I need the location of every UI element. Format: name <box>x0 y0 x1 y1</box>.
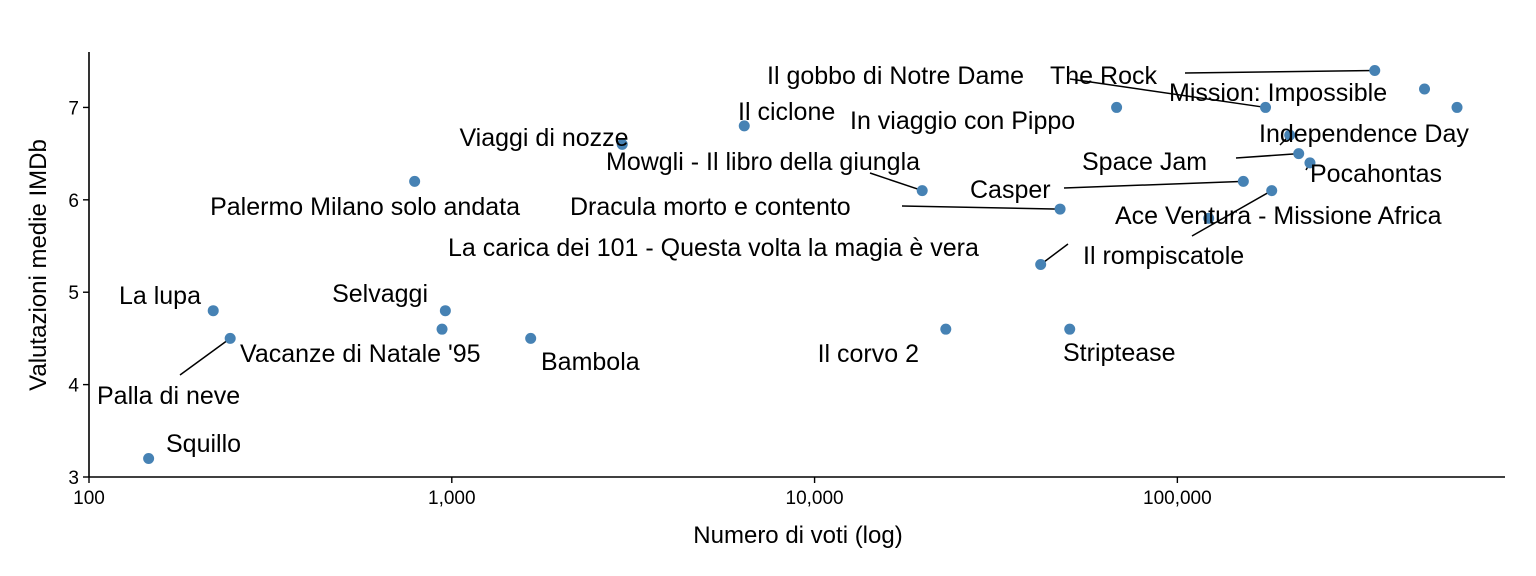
y-axis-title: Valutazioni medie IMDb <box>25 139 52 391</box>
x-tick-label: 1,000 <box>428 488 476 509</box>
data-point <box>207 305 219 317</box>
point-label: Vacanze di Natale '95 <box>240 340 481 368</box>
data-point <box>1451 101 1463 113</box>
data-point <box>439 305 451 317</box>
data-point <box>436 323 448 335</box>
point-label: La carica dei 101 - Questa volta la magi… <box>448 234 979 262</box>
y-tick-label: 3 <box>68 468 79 489</box>
data-point <box>1054 203 1066 215</box>
point-label: Bambola <box>541 348 640 376</box>
point-label: Independence Day <box>1259 120 1469 148</box>
data-point <box>1419 83 1431 95</box>
point-label: Il rompiscatole <box>1083 242 1244 270</box>
point-label: Pocahontas <box>1310 160 1442 188</box>
data-point <box>616 138 628 150</box>
data-point <box>525 332 537 344</box>
data-point <box>224 332 236 344</box>
data-point <box>738 120 750 132</box>
x-tick-label: 100 <box>73 488 105 509</box>
point-label: Casper <box>970 176 1051 204</box>
data-point <box>1266 185 1278 197</box>
data-point <box>1064 323 1076 335</box>
y-tick-label: 5 <box>68 283 79 304</box>
leader-line <box>1069 78 1266 109</box>
data-points <box>143 64 1463 465</box>
point-label: Squillo <box>166 430 241 458</box>
data-point <box>916 185 928 197</box>
data-point <box>940 323 952 335</box>
point-label: Space Jam <box>1082 148 1207 176</box>
point-label: Il gobbo di Notre Dame <box>767 62 1024 90</box>
leader-line <box>1063 180 1244 189</box>
data-point <box>409 175 421 187</box>
leader-line <box>179 337 231 376</box>
data-point <box>1260 101 1272 113</box>
point-label: Palermo Milano solo andata <box>210 193 520 221</box>
point-labels: Squillo La lupa Palla di neve Palermo Milan… <box>97 62 1469 458</box>
leader-line <box>1191 189 1273 237</box>
axes: 3 4 5 6 7 100 1,000 10,000 100,000 <box>68 52 1505 509</box>
leader-line <box>901 205 1061 210</box>
point-label: Mission: Impossible <box>1169 79 1387 107</box>
point-label: In viaggio con Pippo <box>850 107 1075 135</box>
x-tick-label: 10,000 <box>786 488 844 509</box>
point-label: Viaggi di nozze <box>459 124 628 152</box>
data-point <box>1293 148 1305 160</box>
point-label: The Rock <box>1050 62 1157 90</box>
data-point <box>1237 175 1249 187</box>
point-label: Dracula morto e contento <box>570 193 851 221</box>
data-point <box>1369 64 1381 76</box>
data-point <box>1284 129 1296 141</box>
point-label: Il ciclone <box>738 98 835 126</box>
data-point <box>1304 157 1316 169</box>
leader-line <box>1235 152 1299 159</box>
point-label: Striptease <box>1063 339 1176 367</box>
point-label: Il corvo 2 <box>818 340 919 368</box>
y-tick-label: 4 <box>68 376 79 397</box>
point-label: Ace Ventura - Missione Africa <box>1115 202 1442 230</box>
data-point <box>143 453 155 465</box>
leader-lines <box>179 69 1375 376</box>
point-label: Mowgli - Il libro della giungla <box>606 148 920 176</box>
point-label: La lupa <box>119 282 201 310</box>
leader-line <box>1184 69 1375 74</box>
leader-line <box>1040 243 1069 266</box>
x-tick-label: 100,000 <box>1143 488 1212 509</box>
y-tick-label: 7 <box>68 98 79 119</box>
point-label: Palla di neve <box>97 382 240 410</box>
data-point <box>1203 212 1215 224</box>
data-point <box>1111 101 1123 113</box>
x-axis-title: Numero di voti (log) <box>693 522 902 549</box>
data-point <box>1035 259 1047 270</box>
point-label: Selvaggi <box>332 280 428 308</box>
leader-line <box>869 172 923 192</box>
y-tick-label: 6 <box>68 191 79 212</box>
